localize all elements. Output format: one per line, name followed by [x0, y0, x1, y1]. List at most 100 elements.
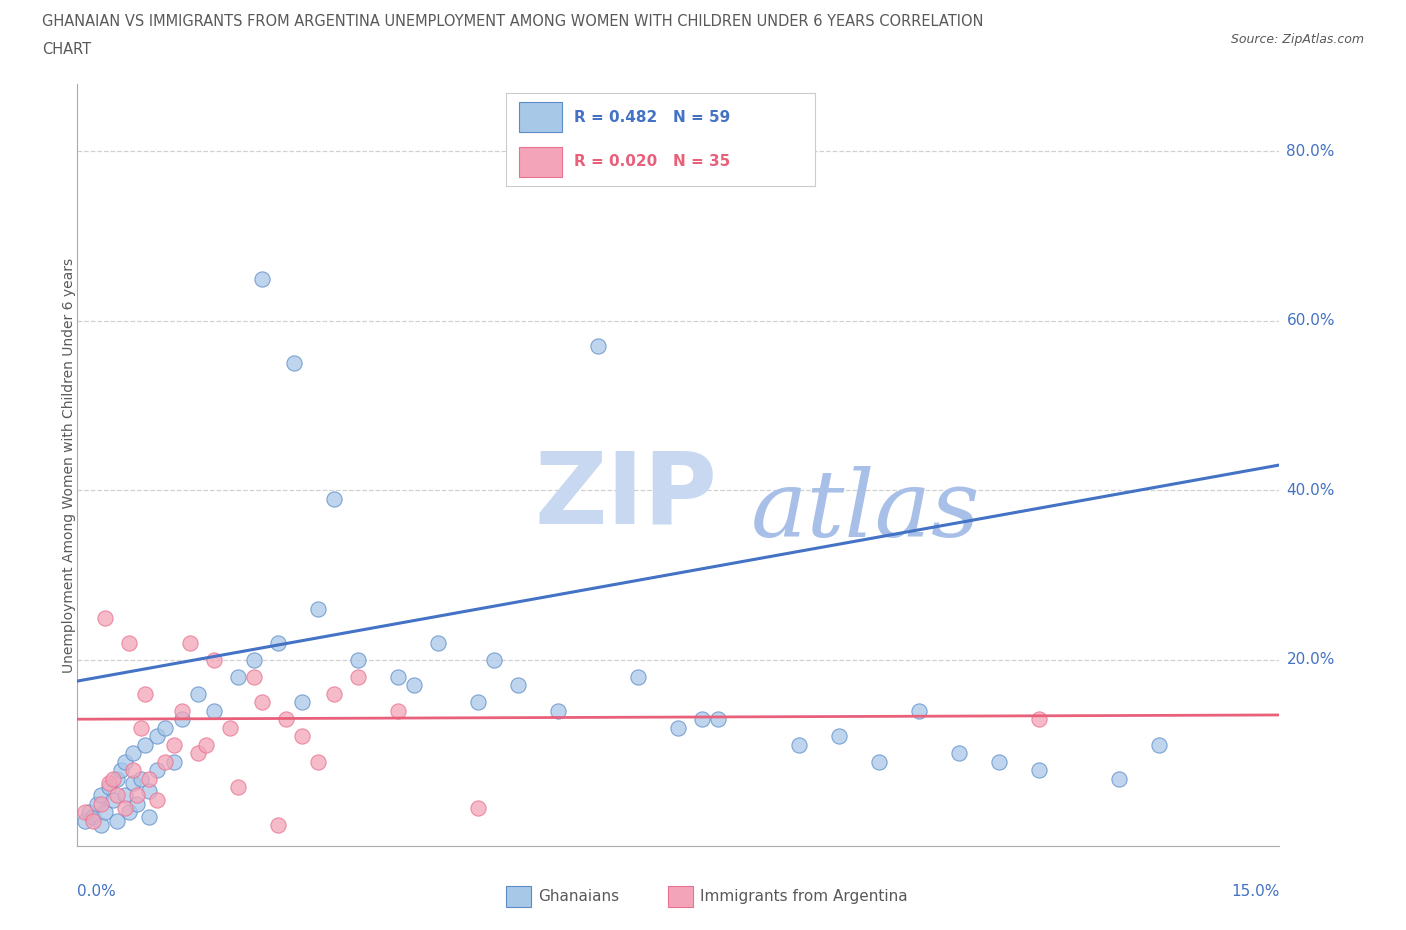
Point [134, 686, 156, 701]
Point [179, 635, 201, 650]
Point [122, 763, 145, 777]
Point [170, 711, 193, 726]
Text: 20.0%: 20.0% [1286, 652, 1334, 668]
Point [146, 792, 169, 807]
Point [948, 746, 970, 761]
Point [226, 779, 249, 794]
Point [138, 809, 160, 824]
Point [86, 796, 108, 811]
Point [79, 805, 101, 820]
Point [114, 801, 136, 816]
Text: GHANAIAN VS IMMIGRANTS FROM ARGENTINA UNEMPLOYMENT AMONG WOMEN WITH CHILDREN UND: GHANAIAN VS IMMIGRANTS FROM ARGENTINA UN… [42, 14, 984, 29]
Point [122, 776, 145, 790]
Point [118, 635, 141, 650]
Point [322, 686, 344, 701]
Point [250, 695, 273, 710]
Point [668, 720, 690, 735]
Point [127, 796, 149, 811]
Point [387, 703, 409, 718]
Point [94, 805, 117, 820]
Point [267, 635, 290, 650]
Point [707, 711, 730, 726]
Point [346, 670, 368, 684]
Text: ZIP: ZIP [534, 447, 717, 544]
Point [186, 746, 209, 761]
Point [155, 754, 177, 769]
Point [110, 763, 132, 777]
Point [387, 670, 409, 684]
Y-axis label: Unemployment Among Women with Children Under 6 years: Unemployment Among Women with Children U… [62, 258, 76, 672]
Point [107, 814, 129, 829]
Point [103, 771, 125, 786]
Point [138, 784, 160, 799]
Point [291, 695, 314, 710]
Point [82, 814, 104, 829]
Point [787, 737, 810, 752]
Point [155, 720, 177, 735]
Text: R = 0.020   N = 35: R = 0.020 N = 35 [574, 154, 731, 169]
Point [98, 776, 121, 790]
Point [307, 754, 329, 769]
Point [134, 737, 156, 752]
Text: Immigrants from Argentina: Immigrants from Argentina [700, 889, 908, 904]
Text: R = 0.482   N = 59: R = 0.482 N = 59 [574, 110, 731, 125]
Point [1108, 771, 1130, 786]
Point [107, 788, 129, 803]
Point [467, 695, 489, 710]
Point [114, 788, 136, 803]
Point [274, 711, 297, 726]
Point [283, 356, 305, 371]
Point [194, 737, 217, 752]
Point [122, 746, 145, 761]
Point [186, 686, 209, 701]
Text: 80.0%: 80.0% [1286, 144, 1334, 159]
Point [988, 754, 1011, 769]
Point [1028, 763, 1050, 777]
Point [346, 653, 368, 668]
Bar [519, 147, 562, 177]
Text: CHART: CHART [42, 42, 91, 57]
Point [427, 635, 450, 650]
Point [114, 754, 136, 769]
Point [75, 814, 97, 829]
Point [202, 653, 225, 668]
Point [127, 788, 149, 803]
Text: 0.0%: 0.0% [77, 884, 117, 899]
Point [162, 754, 184, 769]
Point [98, 779, 121, 794]
Point [146, 729, 169, 744]
Text: 15.0%: 15.0% [1232, 884, 1279, 899]
Point [868, 754, 890, 769]
Point [828, 729, 851, 744]
Point [170, 703, 193, 718]
Point [242, 670, 264, 684]
Point [627, 670, 650, 684]
Point [291, 729, 314, 744]
Text: Ghanaians: Ghanaians [538, 889, 620, 904]
Point [692, 711, 714, 726]
Point [547, 703, 569, 718]
Point [322, 491, 344, 506]
Point [250, 272, 273, 286]
Point [118, 805, 141, 820]
Point [226, 670, 249, 684]
Point [107, 771, 129, 786]
Point [242, 653, 264, 668]
Point [75, 805, 97, 820]
Point [82, 809, 104, 824]
Point [482, 653, 505, 668]
Point [218, 720, 240, 735]
Point [1149, 737, 1171, 752]
Point [162, 737, 184, 752]
Point [467, 801, 489, 816]
Point [508, 678, 530, 693]
Point [131, 771, 153, 786]
Point [90, 788, 112, 803]
Text: atlas: atlas [751, 466, 980, 556]
Bar [519, 102, 562, 132]
Point [307, 602, 329, 617]
Point [267, 817, 290, 832]
Text: 60.0%: 60.0% [1286, 313, 1334, 328]
Point [402, 678, 425, 693]
Point [588, 339, 610, 353]
